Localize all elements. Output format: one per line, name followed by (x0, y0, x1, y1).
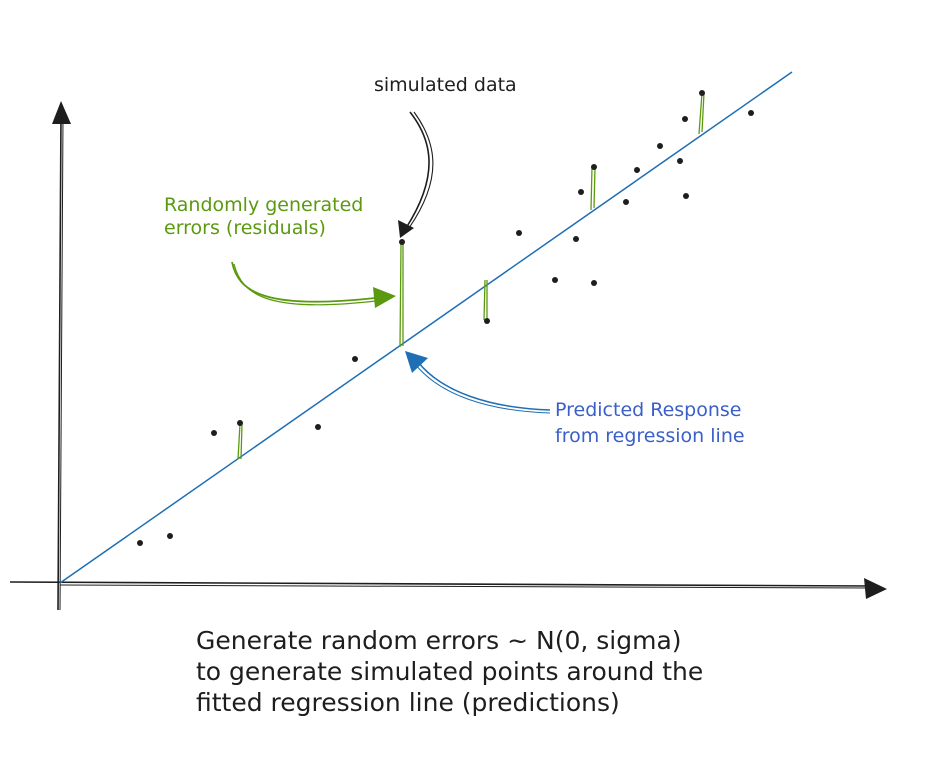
data-point (677, 158, 683, 164)
caption: Generate random errors ~ N(0, sigma) to … (196, 625, 703, 718)
data-point (748, 110, 754, 116)
random-errors-line-2: errors (residuals) (164, 217, 326, 239)
residuals-arrow (231, 261, 396, 308)
data-point (552, 277, 558, 283)
data-point (211, 430, 217, 436)
residual-2 (399, 243, 404, 348)
predicted-response-label: Predicted Response from regression line (555, 397, 745, 449)
data-point (484, 318, 490, 324)
data-point (591, 280, 597, 286)
data-point (237, 420, 243, 426)
data-point (578, 189, 584, 195)
caption-line-3: fitted regression line (predictions) (196, 688, 620, 717)
residual-4 (590, 166, 596, 211)
data-point (516, 230, 522, 236)
random-errors-label: Randomly generated errors (residuals) (164, 194, 363, 240)
data-point (573, 236, 579, 242)
predicted-arrow (405, 351, 551, 414)
predicted-line-1: Predicted Response (555, 399, 742, 421)
arrow-up-left-icon (405, 351, 428, 373)
data-point (167, 533, 173, 539)
simulated-data-label: simulated data (374, 74, 517, 96)
data-point (623, 199, 629, 205)
arrow-right-green-icon (373, 287, 396, 308)
x-axis (9, 578, 887, 599)
data-point (352, 356, 358, 362)
data-point (683, 193, 689, 199)
arrow-up-icon (52, 101, 71, 124)
data-point (634, 167, 640, 173)
data-point (699, 90, 705, 96)
data-point (399, 239, 405, 245)
arrow-down-icon (398, 220, 414, 238)
regression-line (59, 71, 793, 584)
random-errors-line-1: Randomly generated (164, 194, 364, 216)
predicted-line-2: from regression line (555, 425, 745, 447)
residual-5 (698, 92, 705, 135)
residual-3 (483, 279, 488, 321)
caption-line-1: Generate random errors ~ N(0, sigma) (196, 626, 682, 655)
simulated-data-arrow (398, 111, 434, 238)
caption-line-2: to generate simulated points around the (196, 657, 704, 686)
data-point (657, 143, 663, 149)
residual-1 (237, 423, 243, 460)
data-point (591, 164, 597, 170)
arrow-right-icon (864, 578, 887, 599)
data-point (315, 424, 321, 430)
data-point (682, 116, 688, 122)
data-points (137, 90, 754, 546)
data-point (137, 540, 143, 546)
residual-lines (237, 92, 705, 460)
y-axis (52, 101, 71, 611)
